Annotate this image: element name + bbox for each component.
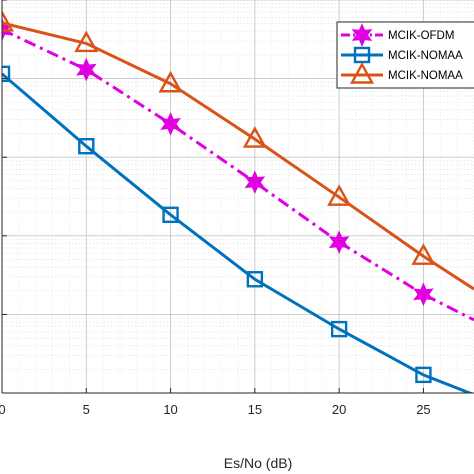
x-axis-title: Es/No (dB) — [224, 455, 292, 471]
legend: MCIK-OFDM MCIK-NOMAA MCIK-NOMAA — [336, 21, 474, 89]
series-2 — [2, 10, 474, 291]
data-point-marker — [2, 10, 15, 32]
data-point-marker — [2, 65, 11, 83]
legend-label: MCIK-NOMAA — [388, 50, 463, 62]
series-line — [2, 72, 474, 393]
series-line — [2, 21, 474, 291]
x-tick-label: 0 — [0, 402, 6, 417]
data-point-marker — [160, 112, 181, 136]
x-tick-label: 25 — [416, 402, 430, 417]
data-point-marker — [415, 366, 432, 384]
data-point-marker — [413, 282, 434, 307]
data-point-marker — [328, 230, 350, 255]
x-tick-label: 20 — [332, 402, 346, 417]
data-point-marker — [158, 70, 183, 93]
legend-marker — [349, 62, 375, 84]
x-tick-label: 10 — [163, 402, 177, 417]
series-1 — [2, 65, 474, 393]
data-point-marker — [244, 170, 266, 195]
data-point-marker — [74, 30, 99, 53]
legend-label: MCIK-NOMAA — [388, 70, 463, 82]
series-layer — [2, 10, 474, 393]
data-point-marker — [327, 184, 352, 206]
legend-item: MCIK-OFDM — [341, 23, 454, 47]
data-point-marker — [411, 243, 436, 265]
legend-marker — [353, 46, 371, 64]
x-tick-label: 5 — [83, 402, 90, 417]
data-point-marker — [330, 320, 348, 338]
legend-item: MCIK-NOMAA — [341, 62, 463, 84]
legend-label: MCIK-OFDM — [388, 30, 454, 42]
legend-marker — [351, 23, 373, 47]
axes: 0 5 10 15 20 25 — [0, 0, 474, 417]
data-point-marker — [246, 271, 264, 288]
data-point-marker — [76, 57, 97, 82]
legend-item: MCIK-NOMAA — [341, 46, 463, 64]
data-point-marker — [78, 138, 95, 155]
data-point-marker — [162, 206, 179, 224]
data-point-marker — [242, 126, 267, 148]
x-tick-label: 15 — [248, 402, 262, 417]
